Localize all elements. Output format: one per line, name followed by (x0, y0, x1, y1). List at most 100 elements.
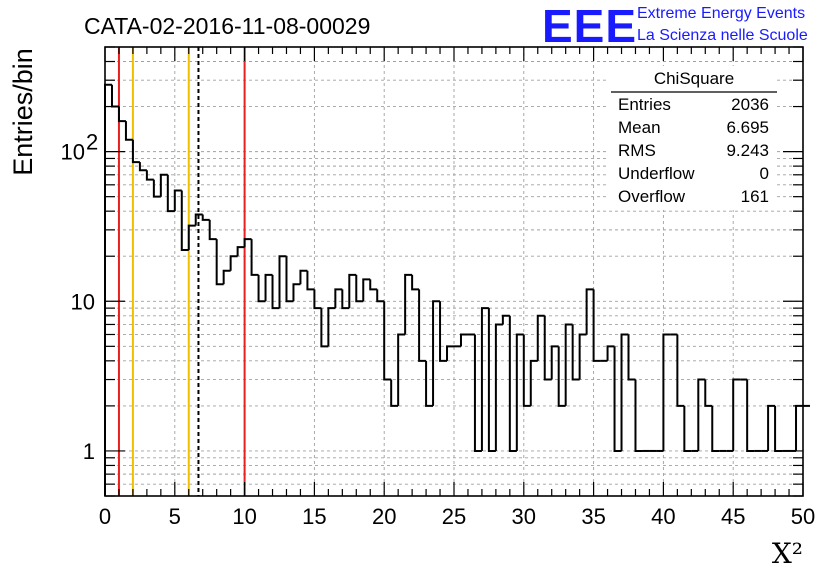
histogram-bin (571, 324, 580, 381)
histogram-bin (327, 307, 336, 347)
histogram-bin (662, 333, 671, 451)
histogram-bin (480, 307, 489, 451)
x-tick-label: 20 (372, 504, 396, 529)
histogram-bin (439, 301, 448, 362)
histogram-bin (473, 334, 482, 452)
stats-label-rms: RMS (618, 141, 656, 160)
histogram-bin (390, 379, 399, 407)
histogram-bin (404, 273, 413, 335)
histogram-bin (704, 379, 713, 407)
eee-logo: EEE Extreme Energy Events La Scienza nel… (542, 0, 808, 52)
x-tick-label: 0 (99, 504, 111, 529)
histogram-bin (159, 173, 168, 197)
stats-box: ChiSquare Entries 2036 Mean 6.695 RMS 9.… (607, 66, 777, 210)
histogram-bin (697, 378, 706, 451)
stats-label-overflow: Overflow (618, 187, 686, 206)
histogram-bin (432, 300, 441, 406)
histogram-bin (578, 333, 587, 380)
histogram-bin (117, 106, 126, 123)
stats-value-overflow: 161 (741, 187, 769, 206)
histogram-bin (208, 219, 217, 241)
histogram-bin (459, 333, 468, 347)
histogram-bin (152, 179, 161, 198)
histogram-bin (180, 190, 189, 252)
histogram-bin (348, 273, 357, 309)
histogram-bin (369, 279, 378, 291)
plot-frame (104, 46, 804, 497)
histogram-bin (306, 270, 315, 291)
histogram-bin (187, 224, 196, 251)
y-tick-label: 10 (61, 140, 85, 165)
histogram-bin (543, 315, 552, 381)
histogram-bin (508, 315, 517, 452)
histogram-bin (131, 139, 140, 164)
x-axis-label: X² (772, 537, 803, 570)
stats-title: ChiSquare (654, 69, 734, 88)
x-tick-label: 5 (169, 504, 181, 529)
histogram-bin (173, 189, 182, 212)
histogram-bin (774, 405, 783, 452)
histogram-bin (376, 289, 385, 303)
histogram-bin (271, 274, 280, 310)
histogram-bin (425, 360, 434, 407)
histogram-bin (501, 314, 510, 325)
histogram-bin (592, 289, 601, 362)
stats-label-entries: Entries (618, 95, 671, 114)
histogram-bin (138, 162, 147, 172)
histogram-bin (194, 213, 203, 226)
histogram-bin (250, 239, 259, 276)
histogram-bin (320, 308, 329, 348)
x-tick-label: 30 (512, 504, 536, 529)
x-tick-label: 15 (302, 504, 326, 529)
histogram-bin (124, 121, 133, 141)
histogram-bin (341, 289, 350, 310)
histogram-bin (613, 346, 622, 452)
x-tick-label: 50 (791, 504, 815, 529)
histogram-bin (334, 288, 343, 309)
stats-value-mean: 6.695 (726, 118, 769, 137)
logo-line-1: Extreme Energy Events (637, 5, 805, 22)
histogram-bin (243, 238, 252, 248)
histogram-bin (606, 345, 615, 361)
histogram-bin (634, 379, 643, 452)
histogram-bin (418, 289, 427, 362)
histogram-bin (285, 256, 294, 303)
histogram-bin (411, 274, 420, 291)
histogram-bin (222, 269, 231, 285)
histogram-bin (215, 239, 224, 286)
histogram-bin (746, 379, 755, 452)
stats-value-entries: 2036 (731, 95, 769, 114)
histogram-bin (362, 278, 371, 302)
stats-label-underflow: Underflow (618, 164, 695, 183)
histogram-bin (145, 170, 154, 181)
y-tick-label: 10 (71, 289, 95, 314)
histogram-bin (550, 345, 559, 380)
histogram-bin (397, 333, 406, 406)
histogram-bin (201, 214, 210, 221)
histogram-bin (446, 345, 454, 361)
stats-value-underflow: 0 (760, 164, 769, 183)
histogram-bin (236, 246, 245, 257)
chart-title: CATA-02-2016-11-08-00029 (84, 13, 370, 39)
cut-lines (117, 47, 246, 496)
histogram-bin (229, 255, 238, 271)
histogram-bin (487, 308, 496, 452)
histogram-bin (620, 333, 629, 451)
histogram-bin (522, 334, 531, 407)
y-tick-label: 1 (83, 439, 95, 464)
histogram-bin (536, 314, 545, 361)
histogram-bin (257, 274, 266, 303)
histogram-bin (264, 273, 273, 302)
logo-mark: EEE (542, 0, 637, 52)
histogram-bin (355, 274, 364, 303)
stats-value-rms: 9.243 (726, 141, 769, 160)
histogram-bin (676, 334, 685, 407)
logo-line-2: La Scienza nelle Scuole (637, 27, 808, 44)
histogram-bin (711, 405, 720, 452)
histogram-bin (529, 359, 538, 406)
histogram-bin (313, 289, 322, 310)
histogram-bin (585, 288, 594, 335)
x-tick-label: 25 (442, 504, 466, 529)
histogram-bin (732, 378, 741, 451)
